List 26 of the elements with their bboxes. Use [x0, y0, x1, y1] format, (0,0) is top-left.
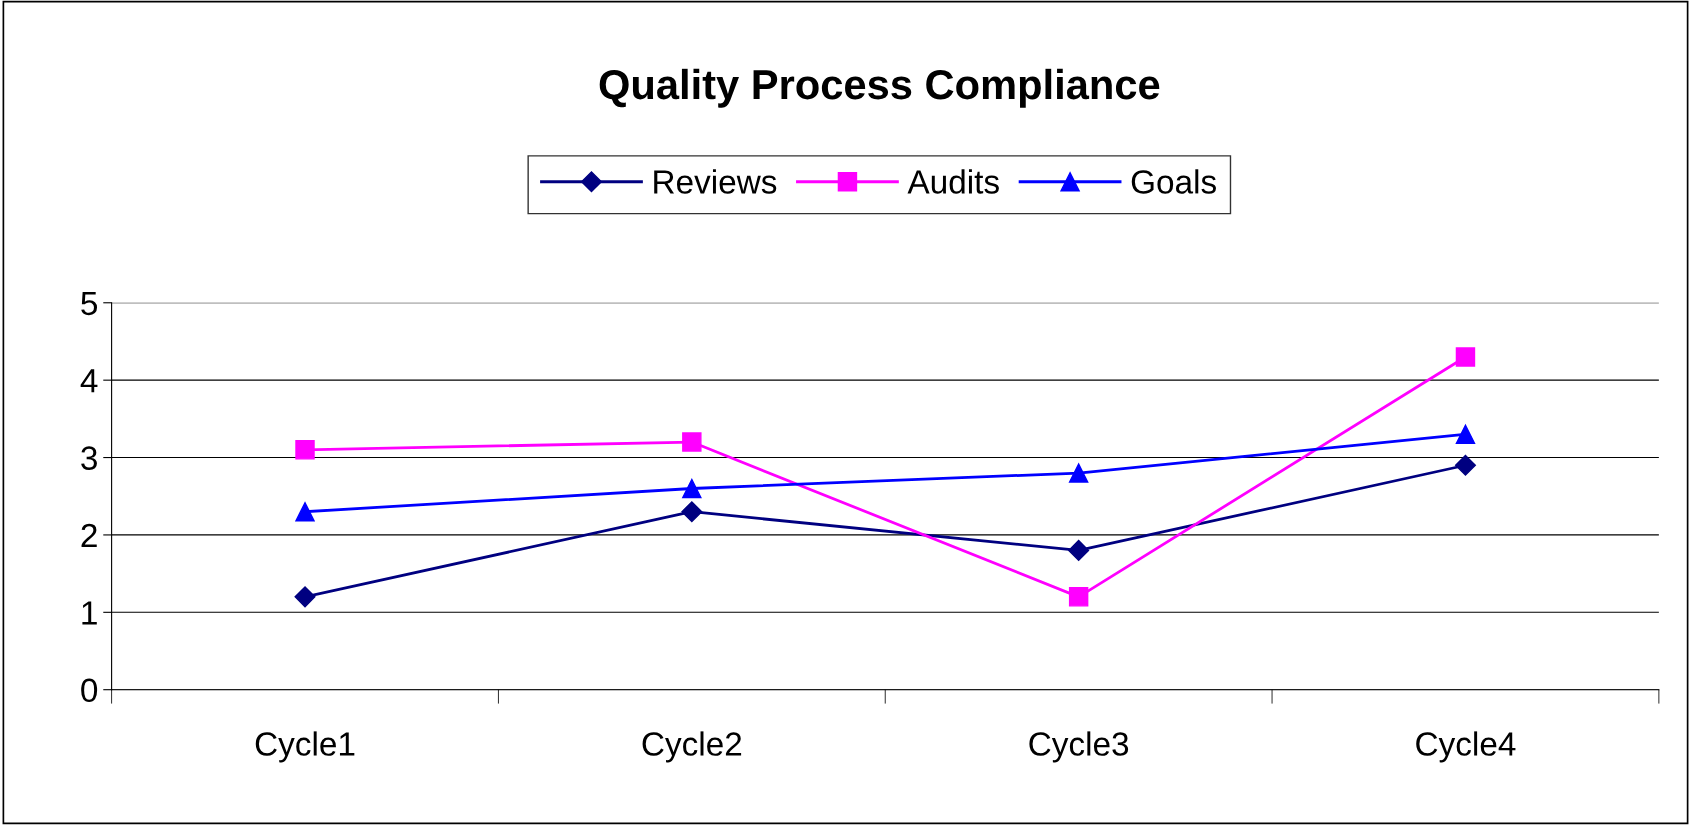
y-tick-label: 3 — [81, 446, 97, 470]
point — [1455, 424, 1476, 445]
y-tick-label: 0 — [81, 678, 98, 703]
legend-label: Reviews — [654, 169, 777, 194]
point — [1068, 463, 1089, 483]
y-tick-label: 4 — [80, 369, 98, 393]
x-tick-label: Cycle4 — [1416, 731, 1516, 763]
legend-label: Goals — [1131, 169, 1216, 194]
x-tick-label: Cycle1 — [255, 731, 355, 763]
y-tick-label: 5 — [81, 291, 98, 316]
chart-title: Quality Process Compliance — [599, 68, 1160, 108]
point — [295, 501, 315, 522]
legend-label: Audits — [907, 169, 999, 194]
point — [682, 478, 702, 499]
point — [1068, 539, 1090, 561]
point — [682, 432, 702, 452]
point — [681, 501, 703, 523]
point — [1068, 587, 1089, 607]
point — [1454, 454, 1476, 476]
point — [294, 586, 316, 608]
y-tick-label: 1 — [82, 601, 97, 625]
x-tick-label: Cycle3 — [1029, 731, 1129, 763]
point — [295, 440, 315, 460]
point — [1455, 347, 1476, 367]
y-tick-label: 2 — [81, 523, 97, 548]
x-tick-label: Cycle2 — [642, 731, 742, 763]
